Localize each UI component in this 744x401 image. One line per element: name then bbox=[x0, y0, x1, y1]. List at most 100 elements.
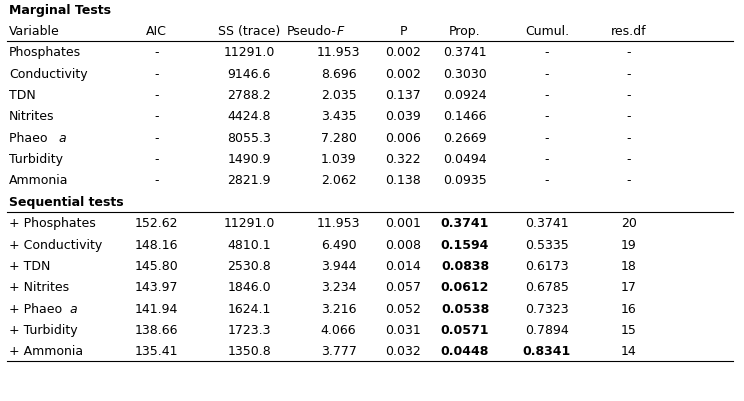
Text: -: - bbox=[154, 89, 158, 102]
Text: 1624.1: 1624.1 bbox=[228, 302, 271, 315]
Text: F: F bbox=[336, 25, 344, 38]
Text: 15: 15 bbox=[620, 323, 637, 336]
Text: 1846.0: 1846.0 bbox=[228, 281, 271, 294]
Text: AIC: AIC bbox=[146, 25, 167, 38]
Text: 0.138: 0.138 bbox=[385, 174, 421, 187]
Text: 4424.8: 4424.8 bbox=[228, 110, 271, 123]
Text: 0.006: 0.006 bbox=[385, 132, 421, 144]
Text: 0.002: 0.002 bbox=[385, 67, 421, 81]
Text: 0.014: 0.014 bbox=[385, 259, 421, 272]
Text: 0.052: 0.052 bbox=[385, 302, 421, 315]
Text: Cumul.: Cumul. bbox=[525, 25, 569, 38]
Text: 8055.3: 8055.3 bbox=[228, 132, 271, 144]
Text: Variable: Variable bbox=[9, 25, 60, 38]
Text: -: - bbox=[154, 46, 158, 59]
Text: 135.41: 135.41 bbox=[135, 344, 178, 357]
Text: 1490.9: 1490.9 bbox=[228, 153, 271, 166]
Text: 9146.6: 9146.6 bbox=[228, 67, 271, 81]
Text: + Turbidity: + Turbidity bbox=[9, 323, 77, 336]
Text: 8.696: 8.696 bbox=[321, 67, 356, 81]
Text: 0.002: 0.002 bbox=[385, 46, 421, 59]
Text: SS (trace): SS (trace) bbox=[218, 25, 280, 38]
Text: 0.322: 0.322 bbox=[385, 153, 421, 166]
Text: -: - bbox=[626, 132, 631, 144]
Text: Phaeo: Phaeo bbox=[9, 132, 51, 144]
Text: 3.216: 3.216 bbox=[321, 302, 356, 315]
Text: 3.435: 3.435 bbox=[321, 110, 356, 123]
Text: -: - bbox=[545, 174, 549, 187]
Text: 0.6173: 0.6173 bbox=[525, 259, 568, 272]
Text: 0.7323: 0.7323 bbox=[525, 302, 568, 315]
Text: -: - bbox=[545, 67, 549, 81]
Text: -: - bbox=[154, 174, 158, 187]
Text: 0.1594: 0.1594 bbox=[440, 238, 490, 251]
Text: 0.0571: 0.0571 bbox=[440, 323, 490, 336]
Text: 4810.1: 4810.1 bbox=[228, 238, 271, 251]
Text: -: - bbox=[545, 110, 549, 123]
Text: 20: 20 bbox=[620, 217, 637, 230]
Text: 2.062: 2.062 bbox=[321, 174, 356, 187]
Text: 16: 16 bbox=[620, 302, 637, 315]
Text: 3.777: 3.777 bbox=[321, 344, 356, 357]
Text: 0.057: 0.057 bbox=[385, 281, 421, 294]
Text: 0.0494: 0.0494 bbox=[443, 153, 487, 166]
Text: 0.8341: 0.8341 bbox=[523, 344, 571, 357]
Text: + Conductivity: + Conductivity bbox=[9, 238, 102, 251]
Text: 0.031: 0.031 bbox=[385, 323, 421, 336]
Text: 0.008: 0.008 bbox=[385, 238, 421, 251]
Text: 0.7894: 0.7894 bbox=[525, 323, 568, 336]
Text: 0.0924: 0.0924 bbox=[443, 89, 487, 102]
Text: 3.944: 3.944 bbox=[321, 259, 356, 272]
Text: P: P bbox=[400, 25, 407, 38]
Text: -: - bbox=[626, 67, 631, 81]
Text: -: - bbox=[154, 67, 158, 81]
Text: 0.0612: 0.0612 bbox=[440, 281, 490, 294]
Text: 0.3030: 0.3030 bbox=[443, 67, 487, 81]
Text: Phosphates: Phosphates bbox=[9, 46, 81, 59]
Text: 0.6785: 0.6785 bbox=[525, 281, 568, 294]
Text: Ammonia: Ammonia bbox=[9, 174, 68, 187]
Text: a: a bbox=[59, 132, 66, 144]
Text: 0.0448: 0.0448 bbox=[440, 344, 490, 357]
Text: 0.3741: 0.3741 bbox=[443, 46, 487, 59]
Text: + Phaeo: + Phaeo bbox=[9, 302, 66, 315]
Text: res.df: res.df bbox=[611, 25, 647, 38]
Text: -: - bbox=[545, 153, 549, 166]
Text: 0.0538: 0.0538 bbox=[441, 302, 489, 315]
Text: -: - bbox=[626, 174, 631, 187]
Text: Marginal Tests: Marginal Tests bbox=[9, 4, 111, 16]
Text: 0.5335: 0.5335 bbox=[525, 238, 568, 251]
Text: -: - bbox=[545, 46, 549, 59]
Text: 145.80: 145.80 bbox=[135, 259, 178, 272]
Text: 148.16: 148.16 bbox=[135, 238, 178, 251]
Text: Pseudo-: Pseudo- bbox=[286, 25, 336, 38]
Text: 2.035: 2.035 bbox=[321, 89, 356, 102]
Text: 11.953: 11.953 bbox=[317, 217, 360, 230]
Text: -: - bbox=[626, 153, 631, 166]
Text: Conductivity: Conductivity bbox=[9, 67, 88, 81]
Text: 2788.2: 2788.2 bbox=[228, 89, 271, 102]
Text: -: - bbox=[545, 132, 549, 144]
Text: 11.953: 11.953 bbox=[317, 46, 360, 59]
Text: -: - bbox=[626, 110, 631, 123]
Text: -: - bbox=[626, 89, 631, 102]
Text: 1.039: 1.039 bbox=[321, 153, 356, 166]
Text: 11291.0: 11291.0 bbox=[223, 217, 275, 230]
Text: + Phosphates: + Phosphates bbox=[9, 217, 96, 230]
Text: + TDN: + TDN bbox=[9, 259, 51, 272]
Text: 152.62: 152.62 bbox=[135, 217, 178, 230]
Text: 0.3741: 0.3741 bbox=[440, 217, 490, 230]
Text: 11291.0: 11291.0 bbox=[223, 46, 275, 59]
Text: -: - bbox=[626, 46, 631, 59]
Text: 0.1466: 0.1466 bbox=[443, 110, 487, 123]
Text: 0.137: 0.137 bbox=[385, 89, 421, 102]
Text: 18: 18 bbox=[620, 259, 637, 272]
Text: 0.039: 0.039 bbox=[385, 110, 421, 123]
Text: 19: 19 bbox=[620, 238, 637, 251]
Text: 2530.8: 2530.8 bbox=[228, 259, 271, 272]
Text: 0.2669: 0.2669 bbox=[443, 132, 487, 144]
Text: 0.001: 0.001 bbox=[385, 217, 421, 230]
Text: 17: 17 bbox=[620, 281, 637, 294]
Text: -: - bbox=[154, 153, 158, 166]
Text: 1350.8: 1350.8 bbox=[228, 344, 271, 357]
